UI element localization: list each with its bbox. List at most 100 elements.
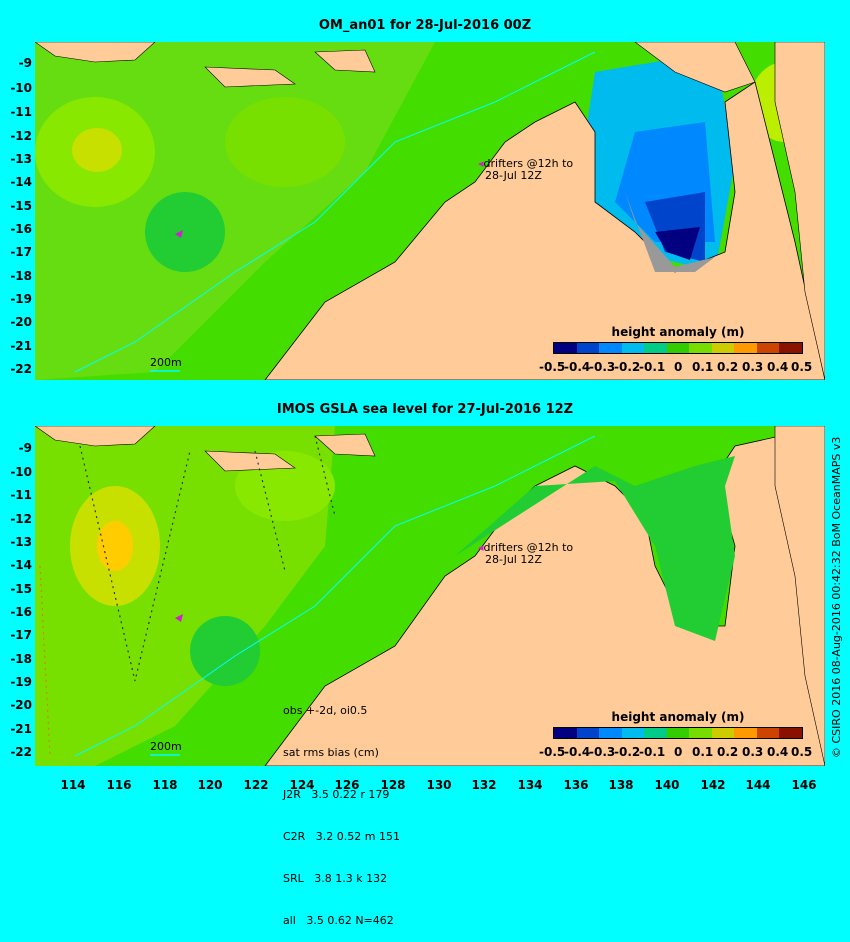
y-tick: -20 [10,315,32,329]
colorbar-label: 0.1 [692,360,714,374]
y-tick: -13 [10,152,32,166]
y-tick: -18 [10,652,32,666]
island-timor-west [35,426,156,447]
altimeter-track-1 [79,445,191,682]
drifter-marker [175,230,183,238]
x-tick: 140 [654,778,680,792]
colorbar-label: -0.2 [614,360,641,374]
colorbar-swatch [621,343,645,353]
colorbar-swatch [689,728,712,738]
anomaly-mid [225,97,345,187]
x-tick: 130 [426,778,452,792]
colorbar-swatch [599,343,622,353]
island-timor-west [35,42,156,63]
drifter-label-line1: drifters @12h to [483,541,574,554]
y-tick: -22 [10,745,32,759]
colorbar-label: -0.4 [564,360,591,374]
x-tick: 146 [791,778,817,792]
y-tick: -15 [10,582,32,596]
island-tanimbar [314,433,376,457]
stats-line: obs +-2d, oi0.5 [283,704,368,717]
isobath-200m [74,435,596,757]
colorbar-swatch [576,728,600,738]
colorbar-label: -0.2 [614,745,641,759]
x-tick: 114 [60,778,86,792]
x-tick: 128 [380,778,406,792]
x-tick: 142 [700,778,726,792]
y-tick: -10 [10,465,32,479]
x-tick: 124 [289,778,315,792]
colorbar-swatch [644,343,667,353]
colorbar-label: 0.5 [791,360,813,374]
top-map-canvas [35,42,825,380]
colorbar-label: 0.4 [767,360,789,374]
top-colorbar [553,342,803,354]
gulf-shelf [625,192,715,272]
colorbar-swatch [644,728,667,738]
colorbar-label: 0.3 [742,360,764,374]
colorbar-label: 0.2 [717,745,739,759]
colorbar-swatch [734,728,757,738]
y-tick: -17 [10,628,32,642]
colorbar-swatch [554,728,577,738]
colorbar-swatch [734,343,757,353]
y-tick: -19 [10,292,32,306]
top-colorbar-title: height anomaly (m) [611,325,745,339]
colorbar-label: -0.4 [564,745,591,759]
colorbar-label: 0.3 [742,745,764,759]
island-new-guinea [634,42,756,93]
bottom-colorbar [553,727,803,739]
y-tick: -12 [10,512,32,526]
x-tick: 120 [197,778,223,792]
colorbar-swatch [621,728,645,738]
y-tick: -14 [10,175,32,189]
x-tick: 122 [243,778,269,792]
y-tick: -21 [10,339,32,353]
island-timor [204,450,296,472]
credit-text: © CSIRO 2016 08-Aug-2016 00:42:32 BoM Oc… [830,436,843,758]
drifter-label-line2: 28-Jul 12Z [485,553,542,566]
y-tick: -19 [10,675,32,689]
colorbar-label: 0.5 [791,745,813,759]
y-tick: -22 [10,362,32,376]
colorbar-label: 0.4 [767,745,789,759]
colorbar-label: -0.1 [639,360,666,374]
colorbar-label: 0.1 [692,745,714,759]
y-tick: -11 [10,488,32,502]
colorbar-label: 0.2 [717,360,739,374]
island-timor [204,66,296,88]
altimeter-track-2 [254,450,286,572]
land-east [774,426,825,766]
drifter-arrow-icon: ◂ [478,157,484,170]
colorbar-label: 0 [674,745,683,759]
colorbar-label: -0.3 [589,360,616,374]
anomaly-peak-west [72,128,122,172]
y-tick: -16 [10,222,32,236]
x-tick: 126 [334,778,360,792]
drifter-label-line1: drifters @12h to [483,157,574,170]
y-tick: -20 [10,698,32,712]
bottom-map-panel [35,426,825,766]
y-tick: -9 [18,441,32,455]
colorbar-swatch [554,343,577,353]
bottom-colorbar-title: height anomaly (m) [611,710,745,724]
x-tick: 144 [745,778,771,792]
colorbar-swatch [779,728,803,738]
y-tick: -13 [10,535,32,549]
top-map-panel [35,42,825,380]
gulf-anomaly [455,456,735,641]
anomaly-gulf-min [655,227,700,260]
colorbar-swatch [689,343,712,353]
colorbar-swatch [756,343,780,353]
colorbar-label: -0.1 [639,745,666,759]
anomaly-peak-west [97,521,133,571]
top-map-title: OM_an01 for 28-Jul-2016 00Z [318,18,532,33]
obs-stats-block: obs +-2d, oi0.5 sat rms bias (cm) J2R 3.… [283,676,400,942]
x-tick: 134 [517,778,543,792]
land-east [774,42,825,380]
colorbar-label: 0 [674,360,683,374]
stats-line: C2R 3.2 0.52 m 151 [283,830,400,843]
colorbar-swatch [666,343,690,353]
x-tick: 132 [471,778,497,792]
colorbar-swatch [599,728,622,738]
